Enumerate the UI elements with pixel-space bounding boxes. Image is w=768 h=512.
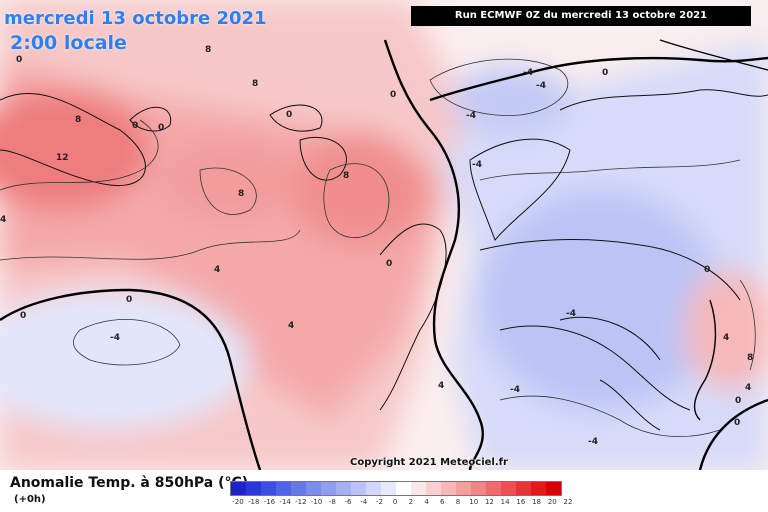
scale-swatch	[411, 482, 426, 495]
contour-label: -4	[588, 437, 598, 447]
contour-label: 0	[16, 55, 22, 65]
contour-label: 8	[747, 353, 753, 363]
scale-tick-label: 16	[516, 498, 526, 506]
forecast-time: 2:00 locale	[10, 32, 127, 54]
scale-swatch	[276, 482, 291, 495]
scale-swatch	[516, 482, 531, 495]
scale-tick-label: 0	[392, 498, 398, 506]
legend-subtitle: (+0h)	[14, 494, 46, 505]
scale-swatch	[456, 482, 471, 495]
contour-label: 0	[735, 396, 741, 406]
contour-label: 0	[158, 123, 164, 133]
contour-label: 4	[438, 381, 444, 391]
scale-tick-label: -12	[295, 498, 307, 506]
scale-swatch	[426, 482, 441, 495]
contour-label: 4	[288, 321, 294, 331]
scale-swatch	[471, 482, 486, 495]
scale-tick-label: 10	[469, 498, 479, 506]
forecast-date: mercredi 13 octobre 2021	[4, 8, 267, 29]
contour-label: -4	[536, 81, 546, 91]
scale-swatch	[441, 482, 456, 495]
scale-tick-label: -4	[360, 498, 368, 506]
scale-swatch	[351, 482, 366, 495]
scale-swatch	[306, 482, 321, 495]
contour-label: 8	[75, 115, 81, 125]
scale-tick-label: 18	[532, 498, 542, 506]
contour-label: 8	[252, 79, 258, 89]
run-info-banner: Run ECMWF 0Z du mercredi 13 octobre 2021	[411, 6, 751, 26]
contour-label: 8	[205, 45, 211, 55]
contour-label: 4	[0, 215, 6, 225]
scale-swatch	[501, 482, 516, 495]
scale-tick-label: 22	[563, 498, 573, 506]
contour-label: 0	[386, 259, 392, 269]
scale-tick-label: 4	[424, 498, 429, 506]
contour-label: 4	[723, 333, 729, 343]
scale-swatch	[531, 482, 546, 495]
contour-label: 4	[214, 265, 220, 275]
contour-label: -4	[466, 111, 476, 121]
scale-swatch	[336, 482, 351, 495]
contour-label: 12	[56, 153, 69, 163]
scale-swatch	[231, 482, 246, 495]
scale-tick-label: -14	[279, 498, 291, 506]
contour-label: 0	[126, 295, 132, 305]
scale-swatch	[291, 482, 306, 495]
scale-tick-label: -16	[263, 498, 276, 506]
temperature-anomaly-map: 8 -4 0 8 12 0 0 0 8 -4 0 -4 0 0 4 8 -4 8…	[0, 0, 768, 470]
scale-swatch	[396, 482, 411, 495]
scale-swatch	[486, 482, 501, 495]
color-scale	[230, 481, 562, 496]
contour-label: 0	[132, 121, 138, 131]
color-scale-ticks: -20 -18 -16 -14 -12 -10 -8 -6 -4 -2 0 2 4 6 8 10 12 14 16 1…	[230, 498, 572, 510]
contour-label: 0	[286, 110, 292, 120]
contour-label: -4	[566, 309, 576, 319]
contour-label: 8	[238, 189, 244, 199]
scale-tick-label: -18	[247, 498, 260, 506]
scale-swatch	[546, 482, 561, 495]
scale-tick-label: 8	[455, 498, 461, 506]
contour-label: 0	[602, 68, 608, 78]
contour-label: -4	[510, 385, 520, 395]
scale-tick-label: 12	[484, 498, 494, 506]
scale-swatch	[261, 482, 276, 495]
contour-label: 0	[390, 90, 396, 100]
contour-label: 4	[745, 383, 751, 393]
contour-label: 0	[734, 418, 740, 428]
scale-tick-label: -2	[375, 498, 383, 506]
legend-title: Anomalie Temp. à 850hPa (°C)	[10, 475, 249, 491]
contour-label: 0	[704, 265, 710, 275]
scale-tick-label: -20	[232, 498, 244, 506]
contour-label: -4	[472, 160, 482, 170]
contour-label: -4	[523, 68, 533, 78]
copyright-notice: Copyright 2021 Meteociel.fr	[350, 457, 508, 468]
legend-footer: Anomalie Temp. à 850hPa (°C) (+0h) -20 -1…	[0, 470, 768, 512]
scale-tick-label: -10	[310, 498, 323, 506]
scale-swatch	[366, 482, 381, 495]
scale-tick-label: 6	[440, 498, 445, 506]
scale-tick-label: 14	[500, 498, 510, 506]
scale-tick-label: -6	[344, 498, 352, 506]
scale-swatch	[246, 482, 261, 495]
contour-label: 0	[20, 311, 26, 321]
scale-tick-label: 20	[547, 498, 557, 506]
contour-label: -4	[110, 333, 120, 343]
scale-swatch	[321, 482, 336, 495]
scale-tick-label: -8	[328, 498, 336, 506]
scale-tick-label: 2	[408, 498, 414, 506]
contour-label: 8	[343, 171, 349, 181]
scale-swatch	[381, 482, 396, 495]
